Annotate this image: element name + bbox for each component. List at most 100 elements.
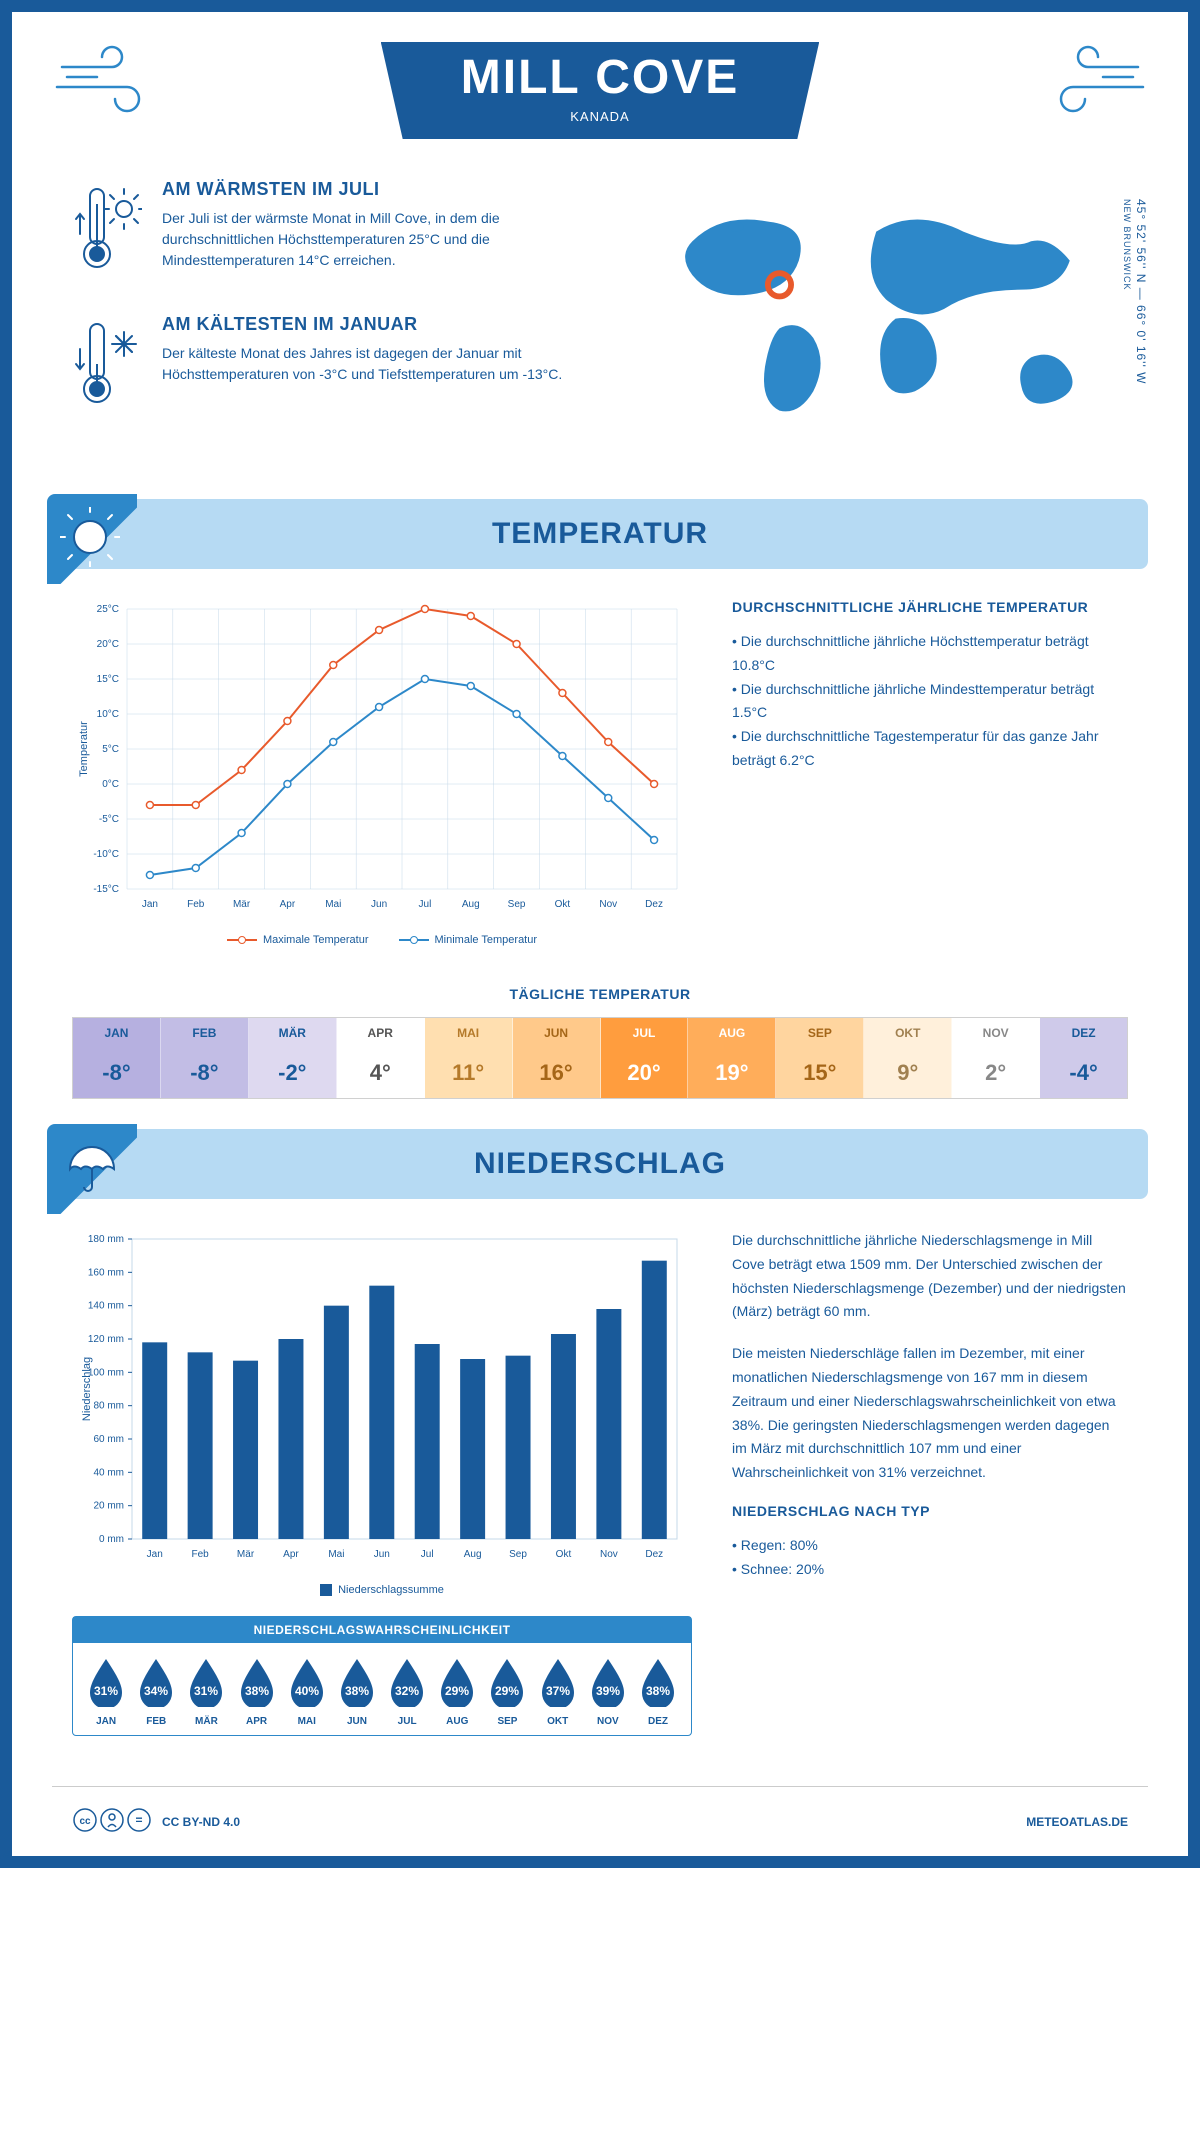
svg-text:40 mm: 40 mm [93,1467,124,1478]
svg-text:Jul: Jul [419,899,432,910]
svg-text:Aug: Aug [464,1549,482,1560]
svg-text:20 mm: 20 mm [93,1501,124,1512]
wind-icon [1038,42,1148,127]
svg-text:Apr: Apr [283,1549,299,1560]
svg-text:Nov: Nov [600,1549,618,1560]
svg-text:20°C: 20°C [97,639,119,650]
precip-title: NIEDERSCHLAG [52,1147,1148,1181]
svg-text:0°C: 0°C [102,779,119,790]
svg-text:cc: cc [79,1816,91,1827]
cc-icon: cc = [72,1807,152,1836]
svg-text:31%: 31% [94,1684,118,1698]
temp-chart: -15°C -10°C -5°C 0°C 5°C 10°C 15°C 20°C 25°C Jan F… [72,599,692,946]
site-name: METEOATLAS.DE [1026,1815,1128,1829]
footer: cc = CC BY-ND 4.0 METEOATLAS.DE [52,1786,1148,1856]
precip-content: 0 mm20 mm40 mm60 mm80 mm100 mm120 mm140 … [12,1199,1188,1766]
cold-title: AM KÄLTESTEN IM JANUAR [162,314,604,335]
svg-text:Mai: Mai [325,899,341,910]
cold-text: Der kälteste Monat des Jahres ist dagege… [162,343,604,385]
svg-text:Feb: Feb [187,899,205,910]
temp-legend: Maximale Temperatur Minimale Temperatur [72,934,692,946]
svg-text:120 mm: 120 mm [88,1334,124,1345]
svg-text:Okt: Okt [555,899,571,910]
thermometer-sun-icon [72,179,142,284]
temp-side: DURCHSCHNITTLICHE JÄHRLICHE TEMPERATUR D… [732,599,1128,946]
svg-text:-5°C: -5°C [99,814,119,825]
svg-text:Jun: Jun [374,1549,390,1560]
svg-text:-10°C: -10°C [93,849,119,860]
svg-text:=: = [135,1813,142,1827]
title-banner: MILL COVE KANADA [381,42,819,139]
precip-section-banner: NIEDERSCHLAG [52,1129,1148,1199]
precip-prob-title: NIEDERSCHLAGSWAHRSCHEINLICHKEIT [73,1617,691,1643]
precip-drops-row: 31%JAN34%FEB31%MÄR38%APR40%MAI38%JUN32%J… [73,1643,691,1735]
svg-text:Feb: Feb [192,1549,210,1560]
svg-text:10°C: 10°C [97,709,119,720]
precip-text: Die durchschnittliche jährliche Niedersc… [732,1229,1128,1324]
svg-text:Aug: Aug [462,899,480,910]
svg-text:Sep: Sep [508,899,526,910]
precip-type-title: NIEDERSCHLAG NACH TYP [732,1503,1128,1519]
temp-bullets: Die durchschnittliche jährliche Höchstte… [732,630,1128,773]
page-title: MILL COVE [461,50,739,105]
svg-text:38%: 38% [245,1684,269,1698]
svg-text:38%: 38% [646,1684,670,1698]
country-label: KANADA [461,109,739,124]
temp-section-banner: TEMPERATUR [52,499,1148,569]
sun-icon [60,507,120,572]
svg-text:Temperatur: Temperatur [78,721,90,777]
svg-text:Mär: Mär [237,1549,255,1560]
precip-legend: Niederschlagssumme [72,1584,692,1596]
svg-text:39%: 39% [596,1684,620,1698]
svg-text:29%: 29% [445,1684,469,1698]
temp-side-title: DURCHSCHNITTLICHE JÄHRLICHE TEMPERATUR [732,599,1128,615]
license-text: CC BY-ND 4.0 [162,1815,240,1829]
svg-text:-15°C: -15°C [93,884,119,895]
warm-text: Der Juli ist der wärmste Monat in Mill C… [162,208,604,271]
precip-text: Die meisten Niederschläge fallen im Deze… [732,1342,1128,1485]
svg-text:40%: 40% [295,1684,319,1698]
svg-text:5°C: 5°C [102,744,119,755]
page: MILL COVE KANADA AM WÄRMSTEN IM JULI Der… [0,0,1200,1868]
svg-text:100 mm: 100 mm [88,1367,124,1378]
facts-column: AM WÄRMSTEN IM JULI Der Juli ist der wär… [72,179,604,449]
warm-fact: AM WÄRMSTEN IM JULI Der Juli ist der wär… [72,179,604,284]
thermometer-snow-icon [72,314,142,419]
svg-text:15°C: 15°C [97,674,119,685]
daily-temp-title: TÄGLICHE TEMPERATUR [12,986,1188,1002]
map-column: 45° 52' 56'' N — 66° 0' 16'' W NEW BRUNS… [644,179,1128,449]
precip-type-bullets: Regen: 80%Schnee: 20% [732,1534,1128,1582]
svg-text:80 mm: 80 mm [93,1401,124,1412]
svg-text:Jan: Jan [147,1549,163,1560]
svg-text:Apr: Apr [280,899,296,910]
intro-row: AM WÄRMSTEN IM JULI Der Juli ist der wär… [12,159,1188,479]
svg-text:Sep: Sep [509,1549,527,1560]
svg-text:31%: 31% [194,1684,218,1698]
svg-text:Dez: Dez [645,1549,663,1560]
svg-text:29%: 29% [495,1684,519,1698]
precip-chart: 0 mm20 mm40 mm60 mm80 mm100 mm120 mm140 … [72,1229,692,1736]
cold-fact: AM KÄLTESTEN IM JANUAR Der kälteste Mona… [72,314,604,419]
svg-text:0 mm: 0 mm [99,1534,124,1545]
wind-icon [52,42,162,127]
precip-side: Die durchschnittliche jährliche Niedersc… [732,1229,1128,1736]
temp-title: TEMPERATUR [52,517,1148,551]
daily-temp-table: JAN-8°FEB-8°MÄR-2°APR4°MAI11°JUN16°JUL20… [72,1017,1128,1099]
precip-prob-box: NIEDERSCHLAGSWAHRSCHEINLICHKEIT 31%JAN34… [72,1616,692,1736]
umbrella-icon [60,1137,120,1202]
warm-title: AM WÄRMSTEN IM JULI [162,179,604,200]
svg-text:32%: 32% [395,1684,419,1698]
svg-text:25°C: 25°C [97,604,119,615]
svg-text:38%: 38% [345,1684,369,1698]
svg-text:160 mm: 160 mm [88,1267,124,1278]
svg-text:Jun: Jun [371,899,387,910]
world-map-icon [644,179,1128,439]
svg-text:Jan: Jan [142,899,158,910]
svg-text:Dez: Dez [645,899,663,910]
svg-text:Mai: Mai [328,1549,344,1560]
coordinates: 45° 52' 56'' N — 66° 0' 16'' W NEW BRUNS… [1120,199,1148,384]
svg-text:180 mm: 180 mm [88,1234,124,1245]
svg-text:Okt: Okt [556,1549,572,1560]
header: MILL COVE KANADA [12,12,1188,159]
temp-content: -15°C -10°C -5°C 0°C 5°C 10°C 15°C 20°C 25°C Jan F… [12,569,1188,976]
